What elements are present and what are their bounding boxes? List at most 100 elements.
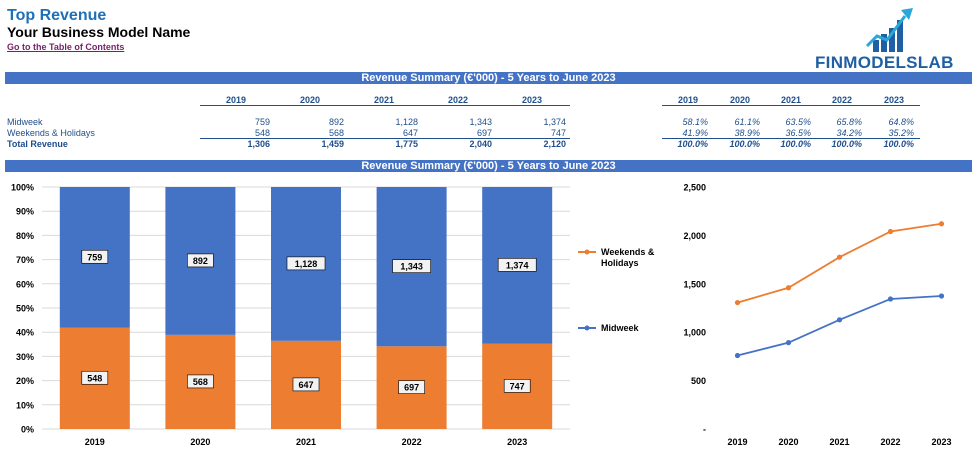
data-label-midweek-box bbox=[81, 249, 109, 264]
data-label-weekends-box bbox=[81, 370, 109, 385]
data-label-weekends-box bbox=[292, 377, 320, 392]
table-cell: 1,128 bbox=[395, 117, 418, 127]
data-label-weekends: 647 bbox=[298, 380, 313, 390]
data-label-midweek: 759 bbox=[87, 252, 102, 262]
table-cell: 548 bbox=[254, 128, 270, 138]
table-cell: 1,306 bbox=[247, 139, 270, 149]
y-tick-label: 2,500 bbox=[683, 183, 706, 193]
line-chart: - 500 1,000 1,500 2,000 2,500 2019 2020 2021 2022… bbox=[683, 183, 951, 448]
y-tick-label: 2,000 bbox=[683, 231, 706, 241]
y-tick-label: 10% bbox=[16, 400, 34, 410]
table-pct-cell: 100.0% bbox=[831, 139, 862, 149]
y-tick-label: 60% bbox=[16, 279, 34, 289]
y-tick-label: 100% bbox=[11, 183, 34, 193]
x-tick-label: 2021 bbox=[296, 437, 316, 447]
table-pct-cell: 61.1% bbox=[734, 117, 760, 127]
data-label-weekends-box bbox=[503, 379, 531, 393]
legend-marker bbox=[584, 325, 590, 331]
table-cell: 1,459 bbox=[321, 139, 344, 149]
x-tick-label: 2019 bbox=[85, 437, 105, 447]
table-cell: 1,775 bbox=[395, 139, 418, 149]
year-header: 2023 bbox=[522, 95, 543, 105]
table-cell: 1,374 bbox=[543, 117, 566, 127]
series-line-0 bbox=[737, 222, 942, 304]
year-header: 2019 bbox=[226, 95, 247, 105]
series-point bbox=[836, 317, 843, 323]
data-label-weekends: 568 bbox=[193, 377, 208, 387]
table-pct-cell: 100.0% bbox=[883, 139, 914, 149]
series-point bbox=[734, 352, 741, 359]
stacked-bar-chart: 0% 10% 20% 30% 40% 50% 60% 70% 80% 90% 100% 548 759 2… bbox=[11, 183, 655, 448]
table-pct-cell: 63.5% bbox=[785, 117, 811, 127]
x-tick-label: 2021 bbox=[829, 437, 849, 447]
x-tick-label: 2022 bbox=[880, 437, 900, 447]
legend-label: Midweek bbox=[601, 323, 640, 333]
table-cell: 647 bbox=[402, 128, 418, 138]
table-pct-cell: 65.8% bbox=[836, 117, 862, 127]
year-header: 2021 bbox=[374, 95, 395, 105]
data-label-midweek-box bbox=[286, 256, 326, 271]
x-tick-label: 2020 bbox=[778, 437, 798, 447]
table-of-contents-link[interactable]: Go to the Table of Contents bbox=[7, 42, 125, 52]
table-pct-cell: 38.9% bbox=[734, 128, 760, 138]
finmodelslab-logo: FINMODELSLAB bbox=[815, 6, 975, 72]
data-label-midweek: 1,343 bbox=[400, 262, 423, 272]
data-label-midweek-box bbox=[187, 253, 214, 268]
x-tick-label: 2019 bbox=[727, 437, 747, 447]
data-label-midweek: 892 bbox=[193, 256, 208, 266]
series-point bbox=[938, 221, 945, 227]
legend-label: Weekends & bbox=[601, 247, 655, 257]
data-label-weekends: 697 bbox=[404, 383, 419, 393]
y-tick-label: 20% bbox=[16, 376, 34, 386]
table-cell: 892 bbox=[328, 117, 344, 127]
logo-chart-icon bbox=[865, 8, 913, 52]
y-tick-label: 1,500 bbox=[683, 279, 706, 289]
data-label-weekends-box bbox=[398, 380, 425, 394]
x-tick-label: 2020 bbox=[190, 437, 210, 447]
y-tick-label: 40% bbox=[16, 328, 34, 338]
data-label-weekends: 747 bbox=[510, 381, 525, 391]
pct-year-header: 2023 bbox=[884, 95, 905, 105]
y-tick-label: 90% bbox=[16, 207, 34, 217]
series-line-1 bbox=[737, 295, 942, 357]
x-tick-label: 2023 bbox=[931, 437, 951, 447]
table-cell: 1,343 bbox=[469, 117, 492, 127]
legend-marker bbox=[584, 249, 590, 255]
business-model-name: Your Business Model Name bbox=[7, 24, 191, 40]
table-pct-cell: 58.1% bbox=[682, 117, 708, 127]
data-label-midweek: 1,128 bbox=[295, 259, 318, 269]
page-title: Top Revenue bbox=[7, 7, 107, 24]
table-cell: 759 bbox=[254, 117, 270, 127]
data-label-midweek: 1,374 bbox=[506, 260, 529, 270]
series-point bbox=[938, 293, 945, 299]
table-pct-cell: 64.8% bbox=[888, 117, 914, 127]
series-point bbox=[785, 285, 792, 291]
row-label-total: Total Revenue bbox=[7, 139, 68, 149]
table-pct-cell: 100.0% bbox=[677, 139, 708, 149]
data-label-weekends-box bbox=[187, 374, 214, 389]
table-cell: 2,040 bbox=[469, 139, 492, 149]
charts-banner: Revenue Summary (€'000) - 5 Years to Jun… bbox=[5, 160, 972, 172]
y-tick-label: 30% bbox=[16, 352, 34, 362]
logo-text: FINMODELSLAB bbox=[815, 53, 954, 72]
pct-year-header: 2021 bbox=[781, 95, 802, 105]
table-pct-cell: 34.2% bbox=[836, 128, 862, 138]
table-pct-cell: 41.9% bbox=[682, 128, 708, 138]
table-pct-cell: 100.0% bbox=[729, 139, 760, 149]
y-tick-label: - bbox=[703, 425, 706, 435]
table-pct-cell: 100.0% bbox=[780, 139, 811, 149]
table-cell: 2,120 bbox=[543, 139, 566, 149]
summary-banner: Revenue Summary (€'000) - 5 Years to Jun… bbox=[5, 72, 972, 84]
pct-year-header: 2020 bbox=[730, 95, 751, 105]
x-tick-label: 2022 bbox=[402, 437, 422, 447]
legend-label: Holidays bbox=[601, 258, 639, 268]
table-cell: 697 bbox=[476, 128, 492, 138]
table-pct-cell: 36.5% bbox=[785, 128, 811, 138]
series-point bbox=[887, 296, 894, 302]
row-label-weekends: Weekends & Holidays bbox=[7, 128, 95, 138]
x-tick-label: 2023 bbox=[507, 437, 527, 447]
series-point bbox=[836, 254, 843, 260]
year-header: 2020 bbox=[300, 95, 321, 105]
data-label-weekends: 548 bbox=[87, 373, 102, 383]
table-pct-cell: 35.2% bbox=[888, 128, 914, 138]
